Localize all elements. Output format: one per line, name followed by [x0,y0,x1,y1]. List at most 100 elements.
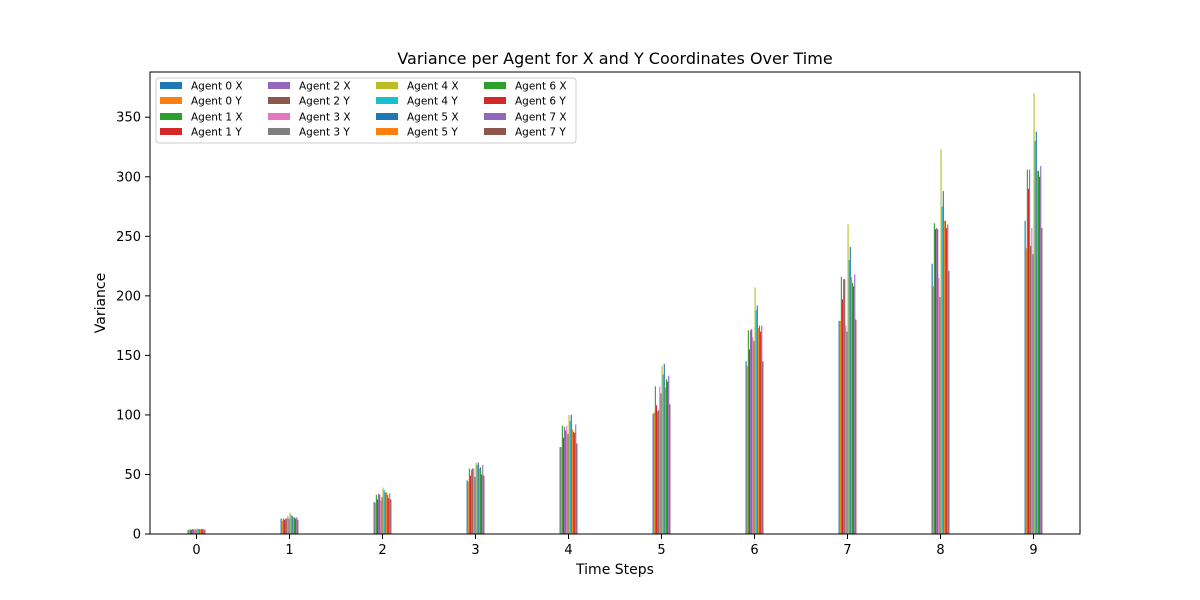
legend-item: Agent 2 X [268,81,351,93]
bar-agent-6-y-t3 [481,474,483,534]
y-tick-label: 150 [116,349,141,364]
legend-label: Agent 3 Y [299,127,350,139]
legend-item: Agent 1 X [160,112,243,124]
bar-agent-2-y-t0 [193,529,195,534]
bar-agent-4-y-t5 [662,374,664,534]
x-tick-label: 5 [657,543,665,558]
bar-agent-3-y-t4 [567,433,569,534]
bar-agent-2-x-t8 [936,227,938,534]
bar-agent-0-x-t2 [373,501,375,534]
y-tick-label: 200 [116,289,141,304]
bar-agent-4-y-t4 [569,420,571,534]
bar-agent-7-y-t0 [204,529,206,534]
bar-agent-0-y-t1 [281,520,283,534]
legend-swatch [376,97,398,104]
x-axis-label: Time Steps [575,562,654,578]
bar-agent-1-y-t0 [190,529,193,534]
bar-agent-3-y-t8 [939,297,941,534]
bar-agent-6-x-t3 [479,467,482,534]
bar-agent-3-x-t3 [473,468,475,534]
bar-agent-0-x-t1 [280,518,282,534]
bar-agent-0-y-t4 [560,447,562,534]
bar-agent-7-y-t9 [1041,227,1043,534]
legend-swatch [484,113,506,120]
bar-agent-3-x-t8 [938,277,940,534]
bar-agent-6-y-t1 [295,518,297,534]
legend-item: Agent 4 X [376,81,459,93]
bar-agent-4-x-t3 [475,462,477,534]
bar-agent-1-x-t9 [1026,169,1028,535]
legend-label: Agent 0 Y [191,96,242,108]
bar-agent-0-y-t7 [839,320,841,534]
bar-agent-0-y-t3 [467,481,469,534]
bar-agent-3-x-t5 [659,386,661,534]
bar-agent-5-x-t3 [477,462,479,534]
bar-agent-7-y-t7 [855,319,857,534]
bar-agent-2-y-t8 [937,229,939,534]
bar-agent-2-y-t7 [844,279,846,534]
bar-agent-7-y-t6 [762,361,764,534]
bar-agent-3-y-t0 [195,529,197,534]
x-tick-label: 2 [378,543,386,558]
bar-agent-4-y-t0 [197,528,199,534]
bar-agent-7-x-t4 [575,424,577,534]
bar-agent-4-y-t8 [941,206,943,534]
bar-agent-2-y-t5 [658,410,660,534]
bar-agent-1-x-t2 [375,494,377,534]
bar-agent-7-x-t2 [389,493,391,534]
bar-agent-1-y-t6 [748,349,751,534]
bar-agent-0-x-t9 [1024,220,1026,534]
bar-agent-5-y-t2 [385,492,387,534]
bar-agent-7-y-t8 [948,270,950,534]
bar-agent-1-x-t4 [561,425,563,534]
bar-agent-0-y-t2 [374,503,376,534]
bar-agent-6-x-t0 [200,528,203,534]
bar-agent-6-y-t6 [760,331,762,534]
bar-agent-2-x-t2 [378,493,380,534]
bar-agent-5-x-t0 [198,529,200,534]
bar-agent-3-x-t7 [845,325,847,534]
bar-agent-4-y-t1 [290,514,292,534]
bar-agent-0-y-t9 [1025,248,1027,534]
bar-agent-4-x-t8 [940,149,942,534]
bar-agent-2-x-t1 [285,518,287,534]
chart-title: Variance per Agent for X and Y Coordinat… [397,49,832,68]
bar-agent-5-x-t6 [756,305,758,534]
bar-agent-0-y-t8 [932,286,934,534]
bar-agent-7-x-t3 [482,464,484,534]
legend-label: Agent 2 Y [299,96,350,108]
x-tick-label: 8 [936,543,944,558]
legend-item: Agent 6 X [484,81,567,93]
legend-item: Agent 0 Y [160,96,242,108]
bar-agent-6-y-t4 [574,432,576,534]
bar-agent-4-x-t4 [568,414,570,534]
legend-item: Agent 4 Y [376,96,458,108]
bar-agent-7-x-t1 [296,517,298,534]
bar-agent-7-x-t6 [761,325,763,534]
bar-agent-7-x-t7 [854,274,856,534]
bar-agent-2-x-t5 [657,411,659,534]
bar-agent-3-y-t9 [1032,254,1034,534]
bar-agent-0-x-t6 [745,361,747,534]
bar-agent-1-y-t8 [934,229,937,534]
legend-label: Agent 2 X [299,81,351,93]
legend-item: Agent 7 X [484,112,567,124]
bar-agent-4-x-t9 [1033,93,1035,535]
bar-agent-0-x-t8 [931,263,933,534]
bar-agent-5-x-t5 [663,363,665,534]
bar-agent-2-y-t2 [379,494,381,534]
bar-agent-7-y-t4 [576,443,578,534]
bar-agent-3-x-t9 [1031,227,1033,534]
bar-agent-3-y-t5 [660,393,662,534]
legend-swatch [376,82,398,89]
bar-agent-5-x-t8 [942,191,944,535]
bar-agent-5-y-t7 [850,276,852,534]
bar-agent-4-x-t0 [196,528,198,534]
bar-agent-5-y-t4 [571,429,573,534]
legend-swatch [268,82,290,89]
bar-agent-0-y-t0 [188,530,190,534]
bar-agent-5-x-t9 [1035,131,1037,535]
bar-agent-5-y-t0 [199,529,201,534]
bar-agent-5-x-t4 [570,414,572,534]
bar-agent-6-x-t4 [572,431,575,534]
